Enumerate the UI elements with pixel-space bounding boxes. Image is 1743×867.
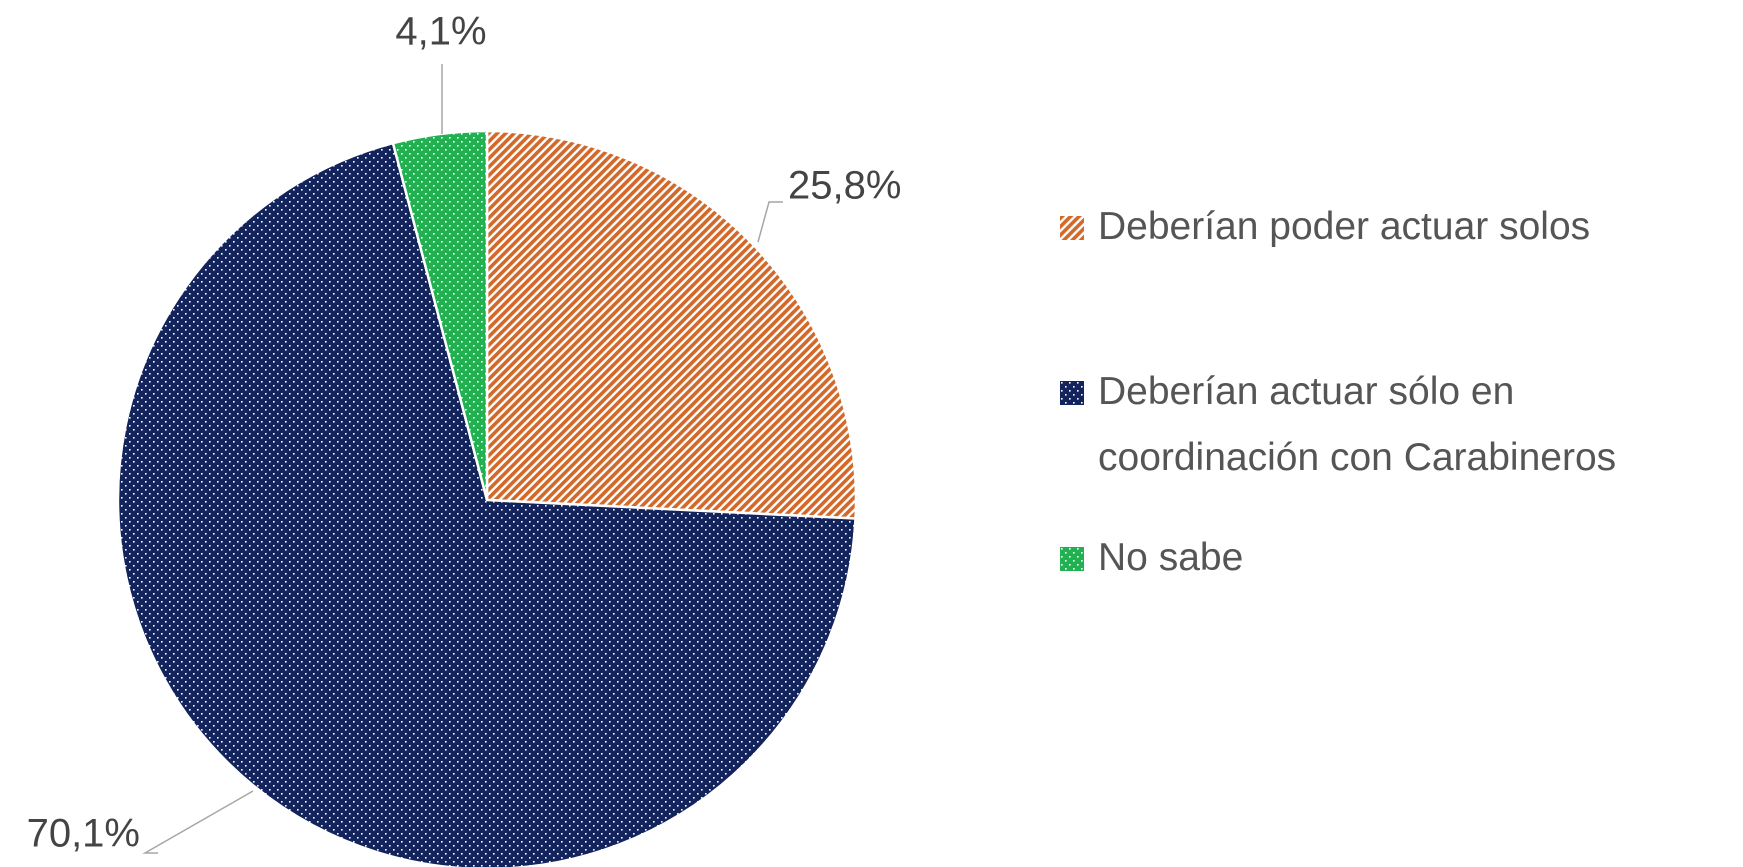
legend-label: No sabe xyxy=(1098,536,1244,579)
legend-label: Deberían poder actuar solos xyxy=(1098,205,1591,248)
legend-entry: No sabe xyxy=(1060,525,1740,591)
pie-slice xyxy=(485,129,858,520)
legend-swatch xyxy=(1060,216,1084,240)
legend-swatch xyxy=(1060,381,1084,405)
legend-label: Deberían actuar sólo en coordinación con… xyxy=(1098,370,1617,479)
pie-slice xyxy=(391,129,489,501)
data-label: 70,1% xyxy=(27,812,140,856)
legend-swatch xyxy=(1060,547,1084,571)
leader-line xyxy=(142,790,254,854)
leader-line xyxy=(757,201,783,243)
data-label: 25,8% xyxy=(788,164,901,208)
swatch xyxy=(1060,216,1084,240)
swatch xyxy=(1060,547,1084,571)
legend-entry: Deberían actuar sólo en coordinación con… xyxy=(1060,359,1740,491)
data-label: 4,1% xyxy=(395,10,486,54)
legend-entry: Deberían poder actuar solos xyxy=(1060,194,1740,260)
swatch xyxy=(1060,381,1084,405)
pie-slice xyxy=(116,141,857,867)
